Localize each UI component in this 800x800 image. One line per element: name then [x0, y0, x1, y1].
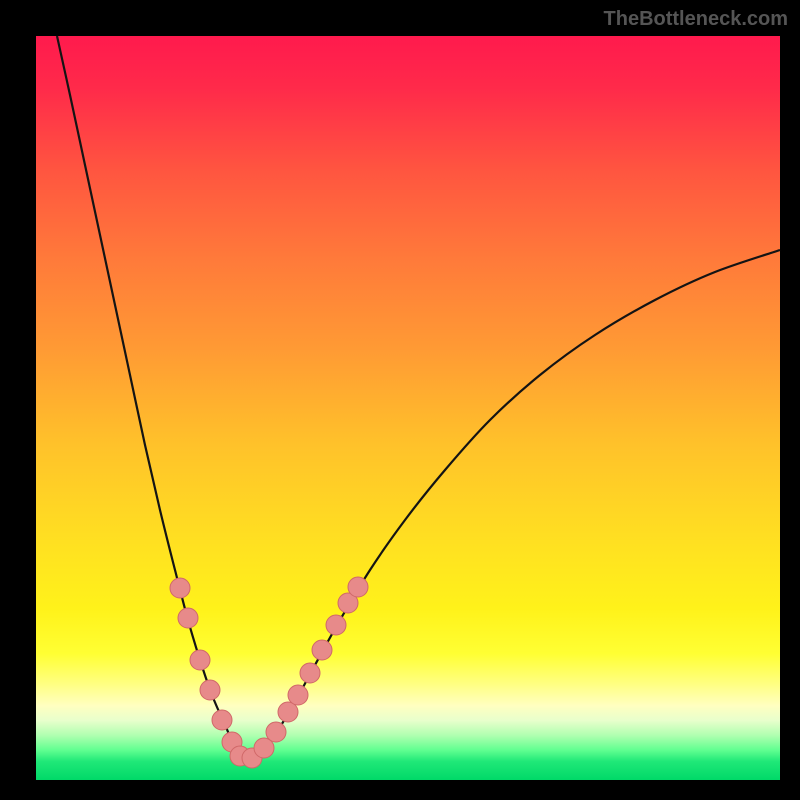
data-marker [178, 608, 198, 628]
data-marker [200, 680, 220, 700]
data-marker [170, 578, 190, 598]
data-marker [312, 640, 332, 660]
data-marker [212, 710, 232, 730]
data-marker [348, 577, 368, 597]
data-marker [300, 663, 320, 683]
data-marker [190, 650, 210, 670]
plot-background [36, 36, 780, 780]
data-marker [288, 685, 308, 705]
data-marker [326, 615, 346, 635]
data-marker [266, 722, 286, 742]
chart-svg [0, 0, 800, 800]
